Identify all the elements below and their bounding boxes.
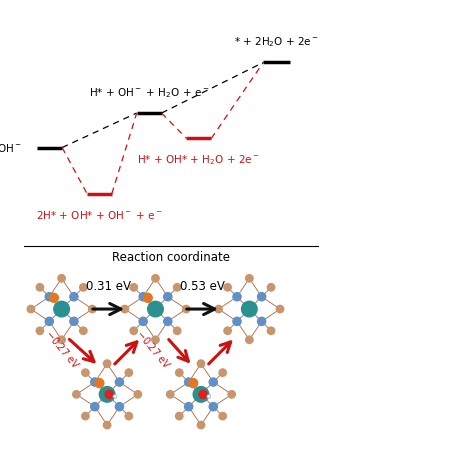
Circle shape	[45, 317, 54, 326]
Circle shape	[164, 292, 172, 301]
Circle shape	[209, 378, 218, 386]
Text: 0.53 eV: 0.53 eV	[180, 281, 225, 293]
Circle shape	[103, 421, 111, 429]
Circle shape	[257, 317, 266, 326]
Circle shape	[152, 336, 159, 344]
Circle shape	[224, 283, 231, 291]
Circle shape	[91, 378, 99, 386]
Circle shape	[36, 327, 44, 335]
Circle shape	[115, 378, 124, 386]
Circle shape	[139, 292, 147, 301]
Circle shape	[197, 360, 205, 367]
Circle shape	[80, 283, 87, 291]
Circle shape	[49, 293, 58, 302]
Circle shape	[199, 390, 207, 399]
Circle shape	[113, 394, 117, 399]
Circle shape	[228, 391, 236, 398]
Circle shape	[193, 387, 209, 402]
Circle shape	[105, 390, 113, 399]
Circle shape	[143, 293, 152, 302]
Circle shape	[233, 292, 241, 301]
Circle shape	[70, 292, 78, 301]
Circle shape	[54, 301, 69, 317]
Circle shape	[207, 394, 211, 399]
Circle shape	[276, 305, 284, 313]
Circle shape	[173, 283, 181, 291]
Circle shape	[121, 305, 128, 313]
Circle shape	[164, 317, 172, 326]
Text: 0.31 eV: 0.31 eV	[86, 281, 131, 293]
Circle shape	[267, 327, 275, 335]
Circle shape	[103, 360, 111, 367]
Circle shape	[100, 387, 115, 402]
Circle shape	[139, 317, 147, 326]
Circle shape	[175, 412, 183, 420]
Text: 2H* + OH* + OH$^-$ + e$^-$: 2H* + OH* + OH$^-$ + e$^-$	[36, 209, 163, 220]
Circle shape	[134, 391, 142, 398]
Circle shape	[58, 336, 65, 344]
Circle shape	[91, 402, 99, 411]
Circle shape	[125, 369, 133, 376]
Circle shape	[184, 378, 193, 386]
Circle shape	[82, 412, 89, 420]
Text: $-$0.27 eV: $-$0.27 eV	[134, 327, 174, 371]
Circle shape	[115, 402, 124, 411]
Text: H* + OH* + H$_2$O + 2e$^-$: H* + OH* + H$_2$O + 2e$^-$	[137, 153, 260, 167]
Circle shape	[189, 379, 198, 388]
Circle shape	[246, 274, 253, 282]
Circle shape	[70, 317, 78, 326]
X-axis label: Reaction coordinate: Reaction coordinate	[112, 251, 229, 264]
Circle shape	[45, 292, 54, 301]
Circle shape	[224, 327, 231, 335]
Circle shape	[219, 412, 227, 420]
Circle shape	[242, 301, 257, 317]
Circle shape	[215, 305, 222, 313]
Circle shape	[267, 283, 275, 291]
Circle shape	[130, 327, 137, 335]
Circle shape	[246, 336, 253, 344]
Circle shape	[125, 412, 133, 420]
Circle shape	[152, 274, 159, 282]
Circle shape	[148, 301, 163, 317]
Circle shape	[219, 369, 227, 376]
Circle shape	[175, 369, 183, 376]
Text: * + 2OH$^-$: * + 2OH$^-$	[0, 142, 21, 154]
Circle shape	[73, 391, 80, 398]
Circle shape	[130, 283, 137, 291]
Circle shape	[166, 391, 174, 398]
Circle shape	[27, 305, 35, 313]
Circle shape	[233, 317, 241, 326]
Text: * + 2H$_2$O + 2e$^-$: * + 2H$_2$O + 2e$^-$	[234, 35, 319, 49]
Text: H* + OH$^-$ + H$_2$O + e$^-$: H* + OH$^-$ + H$_2$O + e$^-$	[89, 87, 210, 100]
Circle shape	[89, 305, 96, 313]
Circle shape	[182, 305, 190, 313]
Text: $-$0.27 eV: $-$0.27 eV	[43, 327, 83, 371]
Circle shape	[82, 369, 89, 376]
Circle shape	[58, 274, 65, 282]
Circle shape	[95, 379, 104, 388]
Circle shape	[197, 421, 205, 429]
Circle shape	[173, 327, 181, 335]
Circle shape	[80, 327, 87, 335]
Circle shape	[184, 402, 193, 411]
Circle shape	[209, 402, 218, 411]
Circle shape	[36, 283, 44, 291]
Circle shape	[257, 292, 266, 301]
